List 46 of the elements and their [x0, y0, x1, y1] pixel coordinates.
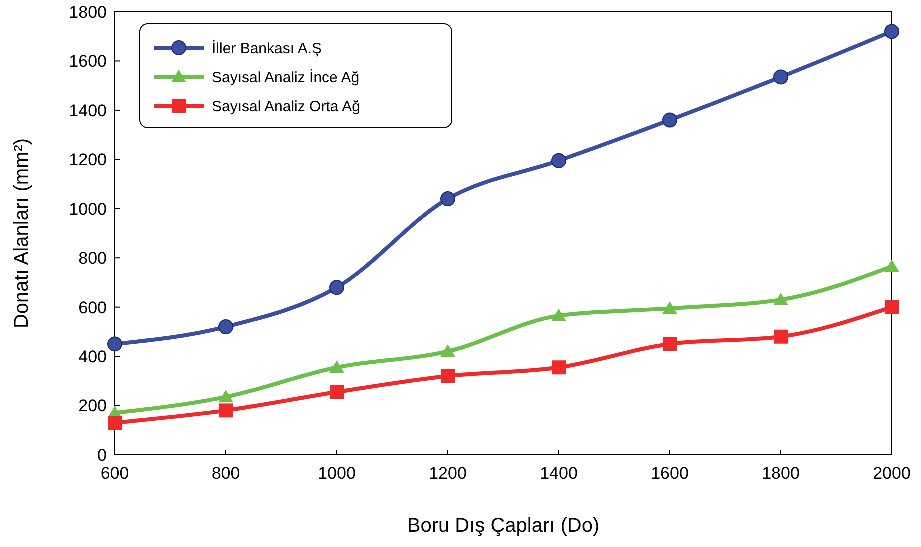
- point: [219, 404, 233, 418]
- y-tick-label: 1800: [69, 2, 107, 22]
- point: [330, 280, 344, 296]
- point: [218, 390, 234, 403]
- point: [330, 360, 344, 374]
- y-tick-label: 400: [78, 348, 107, 367]
- x-axis-title: Boru Dış Çapları (Do): [407, 515, 600, 537]
- point: [774, 70, 788, 85]
- x-tick-label: 1600: [651, 464, 689, 483]
- y-axis-title: Donatı Alanları (mm²): [11, 138, 33, 329]
- point: [552, 308, 566, 322]
- point: [330, 385, 344, 400]
- point: [885, 300, 899, 314]
- x-tick-label: 2000: [873, 464, 911, 483]
- legend-label: İller Bankası A.Ş: [212, 39, 322, 58]
- x-tick-label: 600: [100, 464, 130, 483]
- x-tick-label: 1200: [429, 464, 467, 483]
- y-tick-label: 1000: [69, 200, 107, 219]
- x-tick-label: 800: [212, 464, 240, 483]
- point: [440, 192, 456, 207]
- point: [440, 344, 456, 358]
- point: [884, 24, 900, 40]
- point: [662, 112, 678, 128]
- y-tick-label: 200: [78, 396, 107, 416]
- y-tick-label: 600: [78, 298, 107, 318]
- legend-label: Sayısal Analiz Orta Ağ: [212, 98, 360, 116]
- y-tick-label: 1200: [69, 150, 107, 170]
- point: [774, 292, 788, 306]
- point: [218, 320, 234, 335]
- y-tick-label: 1400: [69, 101, 107, 120]
- x-tick-label: 1400: [540, 464, 578, 483]
- y-tick-label: 1600: [69, 52, 107, 72]
- y-tick-label: 0: [98, 446, 107, 465]
- x-tick-label: 1000: [318, 464, 356, 483]
- point: [552, 153, 566, 168]
- x-tick-label: 1800: [762, 464, 800, 483]
- point: [108, 336, 122, 352]
- legend-label: Sayısal Analiz İnce Ağ: [212, 68, 360, 86]
- point: [774, 330, 788, 344]
- point: [662, 302, 678, 314]
- point: [108, 416, 122, 430]
- y-tick-label: 800: [78, 249, 107, 268]
- point: [441, 369, 455, 384]
- point: [552, 360, 566, 375]
- point: [663, 337, 677, 352]
- point: [884, 260, 900, 272]
